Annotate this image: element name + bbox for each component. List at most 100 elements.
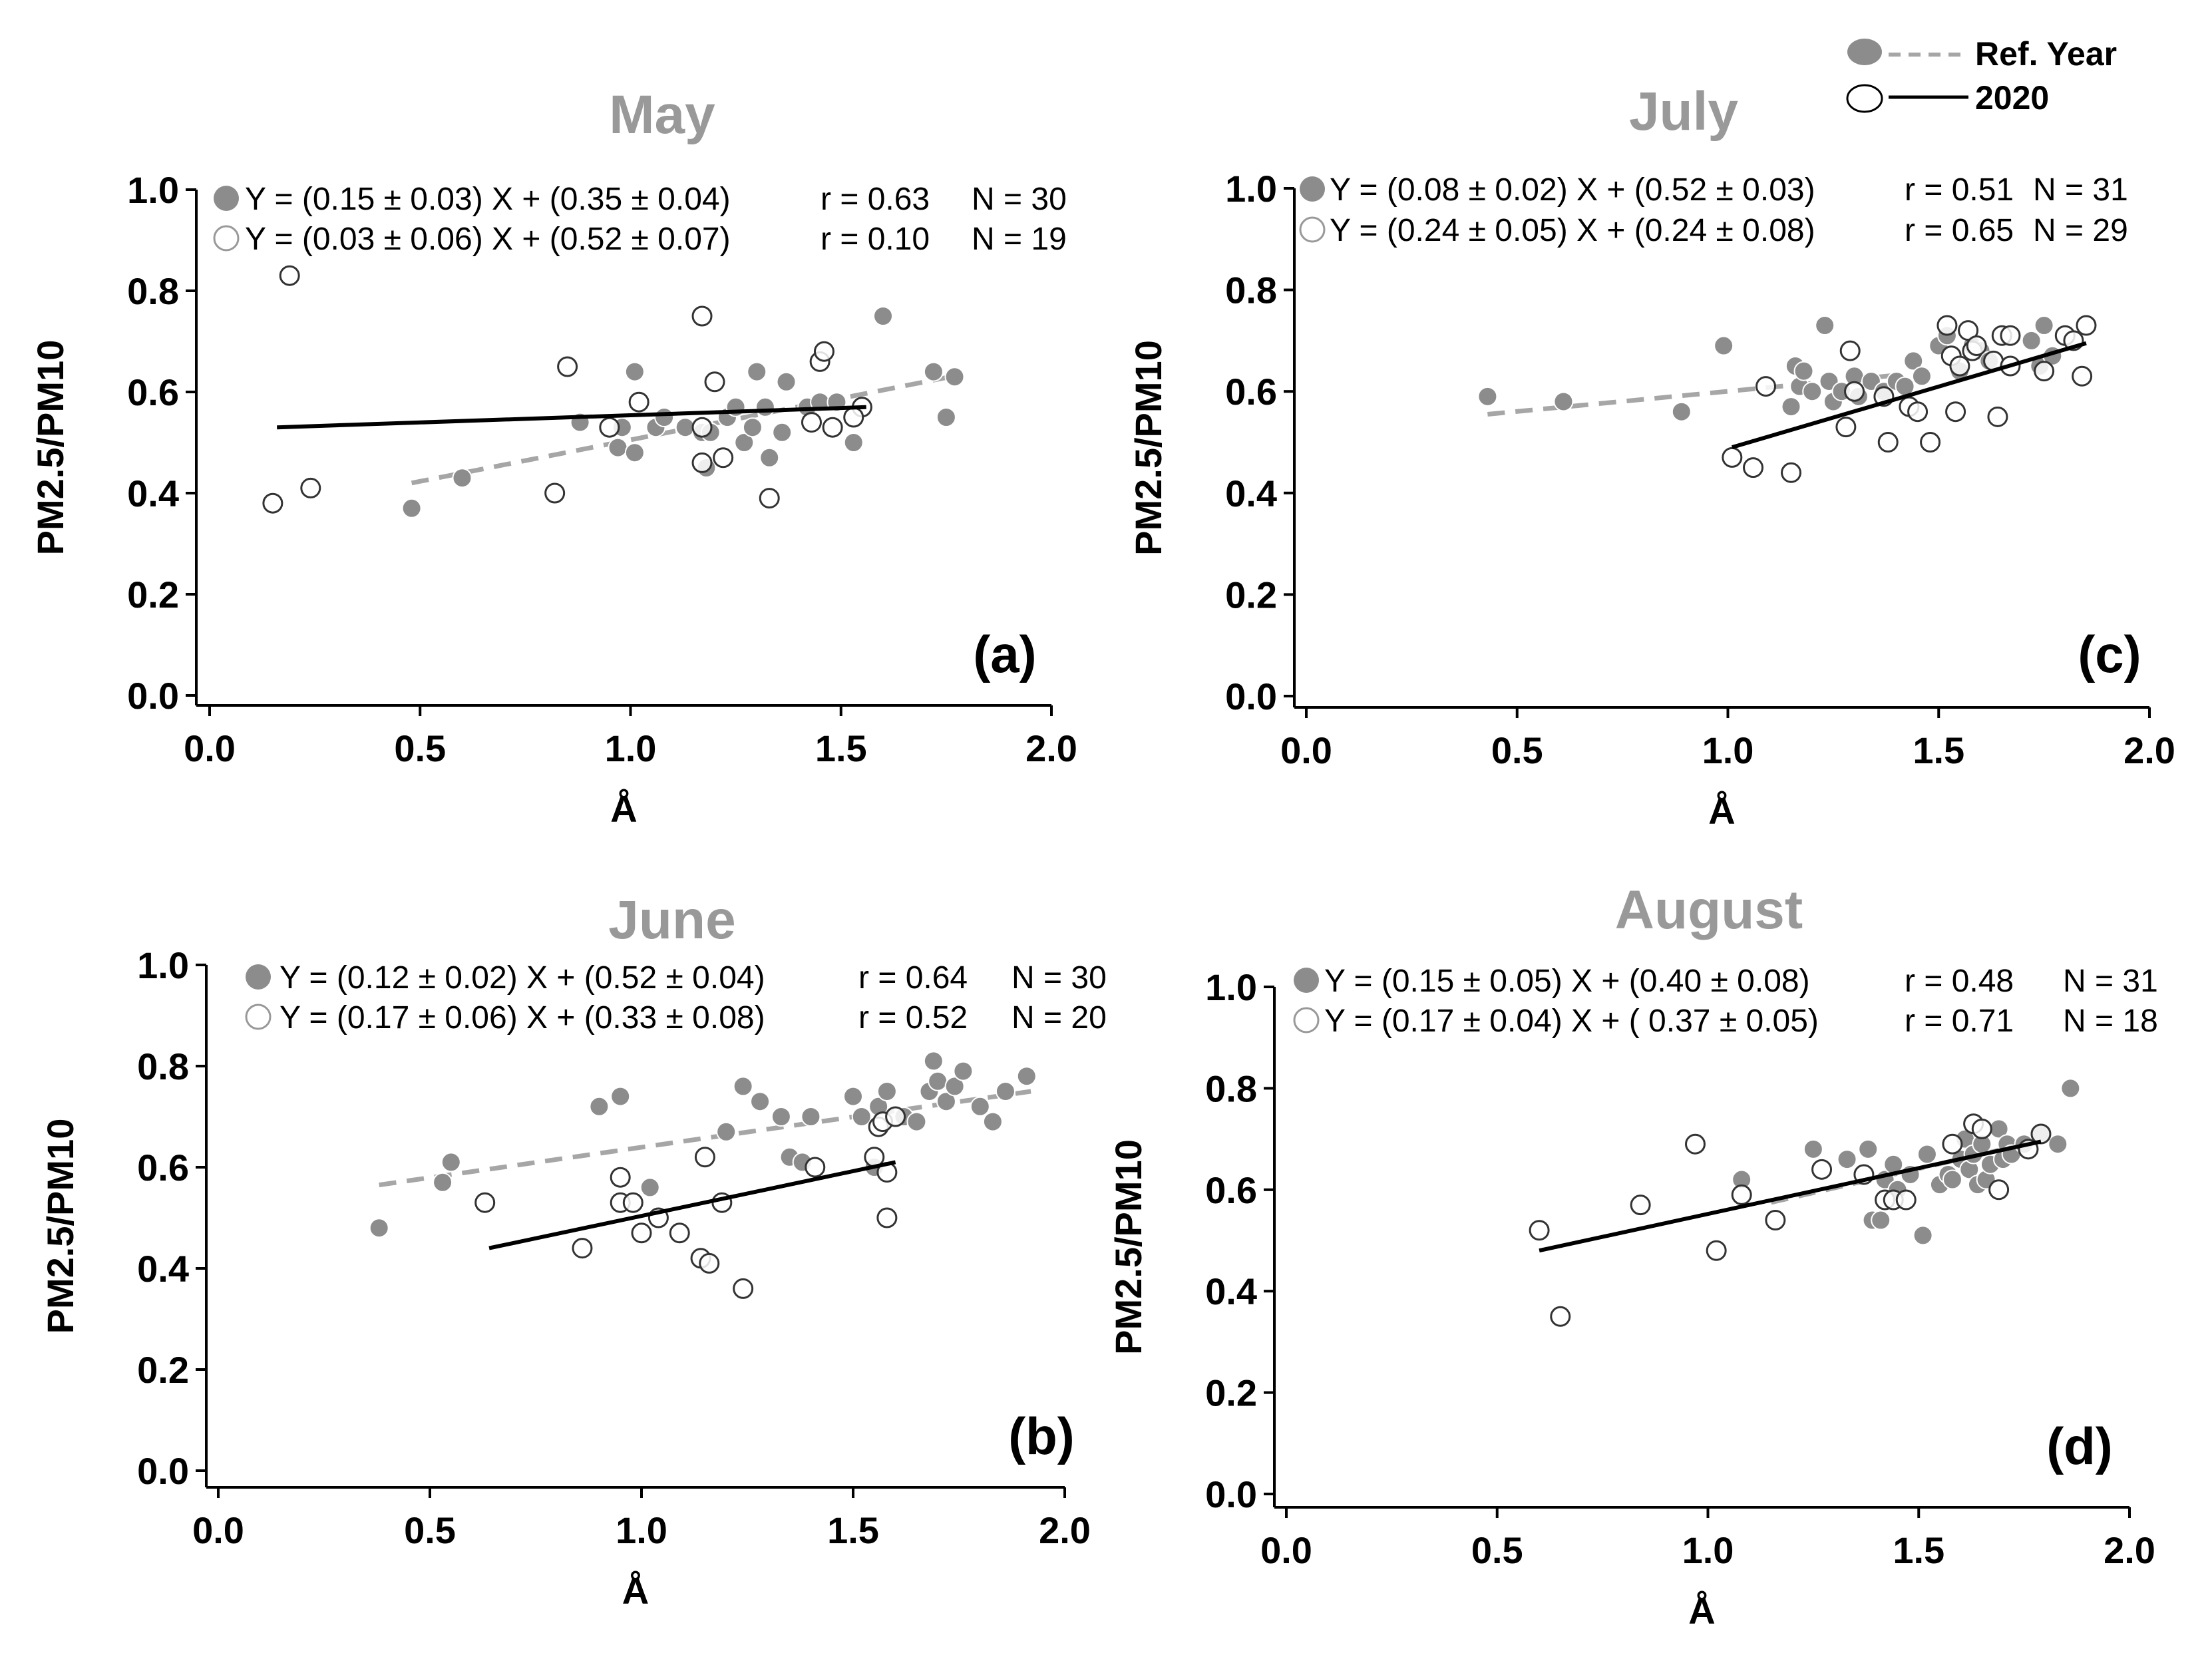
point-2020 — [599, 417, 620, 438]
equation-ref-marker — [1300, 176, 1325, 202]
y-axis-label: PM2.5/PM10 — [1107, 1139, 1149, 1355]
point-2020 — [1781, 462, 1802, 483]
equation-2020: Y = (0.17 ± 0.06) X + (0.33 ± 0.08) r = … — [245, 1000, 1107, 1035]
equation-ref-n: N = 30 — [1012, 960, 1107, 996]
y-tick-label: 0.0 — [1205, 1473, 1257, 1515]
point-2020 — [699, 1252, 720, 1274]
point-ref-year — [610, 1086, 631, 1107]
point-ref-year — [928, 1071, 948, 1091]
point-ref-year — [1553, 391, 1574, 412]
point-2020 — [262, 492, 283, 514]
point-2020 — [1835, 417, 1857, 438]
equation-2020-r: r = 0.10 — [821, 222, 930, 257]
x-tick-label: 2.0 — [2123, 729, 2175, 771]
point-2020 — [1936, 315, 1958, 336]
legend-ref-label: Ref. Year — [1975, 35, 2117, 73]
point-ref-year — [843, 433, 864, 453]
point-ref-year — [772, 422, 793, 443]
point-2020 — [1755, 376, 1777, 397]
point-2020 — [300, 477, 321, 498]
y-axis-label: PM2.5/PM10 — [29, 340, 71, 556]
panel-july: July Y = (0.08 ± 0.02) X + (0.52 ± 0.03)… — [1127, 81, 2175, 832]
y-tick-label: 0.2 — [137, 1349, 189, 1391]
point-ref-year — [589, 1096, 610, 1117]
y-tick-label: 0.8 — [137, 1045, 189, 1087]
equation-2020-text: Y = (0.03 ± 0.06) X + (0.52 ± 0.07) — [245, 222, 731, 257]
point-2020 — [1895, 1189, 1917, 1210]
point-ref-year — [936, 407, 956, 427]
equation-2020-text: Y = (0.17 ± 0.04) X + ( 0.37 ± 0.05) — [1324, 1004, 1819, 1039]
y-tick-label: 0.4 — [127, 472, 179, 514]
axes: 0.0 0.2 0.4 0.6 0.8 1.0 0.0 0.5 1.0 1.5 2.0 Å PM2.5/… — [39, 944, 1091, 1612]
point-ref-year — [2034, 315, 2054, 336]
point-ref-year — [452, 468, 472, 488]
point-ref-year — [1802, 381, 1823, 402]
point-ref-year — [1942, 1169, 1962, 1190]
point-ref-year — [970, 1096, 990, 1117]
y-axis-label: PM2.5/PM10 — [1127, 340, 1169, 556]
equation-ref-n: N = 31 — [2033, 172, 2128, 208]
equation-ref-text: Y = (0.15 ± 0.05) X + (0.40 ± 0.08) — [1324, 964, 1810, 999]
equation-ref-r: r = 0.51 — [1905, 172, 2014, 208]
x-tick-label: 1.0 — [616, 1509, 667, 1551]
point-ref-year — [1913, 1225, 1933, 1246]
point-2020 — [557, 356, 578, 377]
fit-line-2020 — [1539, 1139, 2042, 1253]
fit-line-2020 — [1731, 341, 2087, 450]
point-2020 — [801, 412, 822, 433]
point-ref-year — [624, 361, 645, 382]
panel-august: August Y = (0.15 ± 0.05) X + (0.40 ± 0.0… — [1107, 880, 2158, 1632]
equation-ref: Y = (0.15 ± 0.03) X + (0.35 ± 0.04) r = … — [214, 182, 1067, 217]
equation-2020-r: r = 0.71 — [1905, 1004, 2014, 1039]
x-tick-label: 0.5 — [404, 1509, 456, 1551]
point-ref-year — [1714, 335, 1734, 356]
equation-2020-marker — [213, 225, 240, 252]
equation-ref: Y = (0.12 ± 0.02) X + (0.52 ± 0.04) r = … — [246, 960, 1107, 996]
y-tick-label: 0.2 — [1225, 574, 1277, 616]
x-axis-label: Å — [1688, 1590, 1715, 1632]
y-tick-label: 0.0 — [127, 675, 179, 717]
point-ref-year — [771, 1107, 791, 1127]
equation-2020-n: N = 19 — [972, 222, 1067, 257]
x-tick-label: 1.0 — [1702, 729, 1754, 771]
y-tick-label: 0.0 — [1225, 675, 1277, 717]
equation-2020-marker — [1299, 216, 1326, 243]
point-ref-year — [733, 1076, 753, 1097]
figure-legend: Ref. Year 2020 — [1846, 35, 2117, 116]
x-axis-label: Å — [622, 1570, 649, 1612]
point-2020 — [1907, 401, 1929, 423]
point-ref-year — [906, 1111, 927, 1132]
point-2020 — [1765, 1210, 1786, 1231]
point-2020 — [805, 1157, 826, 1178]
point-2020 — [813, 341, 834, 362]
point-2020 — [2000, 325, 2021, 346]
equation-ref-marker — [1294, 968, 1319, 993]
point-2020 — [1987, 406, 2008, 427]
panel-title: June — [608, 890, 735, 950]
fit-line-2020 — [277, 405, 866, 430]
y-tick-label: 1.0 — [137, 944, 189, 986]
point-ref-year — [1858, 1139, 1879, 1159]
y-tick-label: 1.0 — [127, 169, 179, 211]
equation-2020-n: N = 29 — [2033, 213, 2128, 248]
legend-2020-label: 2020 — [1975, 79, 2049, 116]
point-2020 — [733, 1278, 754, 1299]
y-tick-label: 0.4 — [137, 1248, 189, 1290]
panel-label: (c) — [2078, 625, 2141, 683]
y-tick-label: 0.6 — [137, 1147, 189, 1189]
point-2020 — [1722, 447, 1743, 468]
point-ref-year — [776, 371, 797, 392]
y-tick-label: 0.4 — [1205, 1270, 1257, 1312]
equation-2020: Y = (0.03 ± 0.06) X + (0.52 ± 0.07) r = … — [213, 222, 1067, 257]
x-tick-label: 0.5 — [1491, 729, 1543, 771]
fit-line-ref-year — [379, 1089, 1031, 1188]
point-2020 — [1988, 1179, 2010, 1201]
point-ref-year — [759, 447, 780, 468]
x-tick-label: 1.0 — [605, 727, 657, 769]
y-tick-label: 1.0 — [1225, 168, 1277, 210]
equation-2020-n: N = 18 — [2063, 1004, 2158, 1039]
point-ref-year — [1815, 315, 1835, 336]
point-ref-year — [1917, 1144, 1937, 1165]
point-ref-year — [608, 437, 628, 458]
